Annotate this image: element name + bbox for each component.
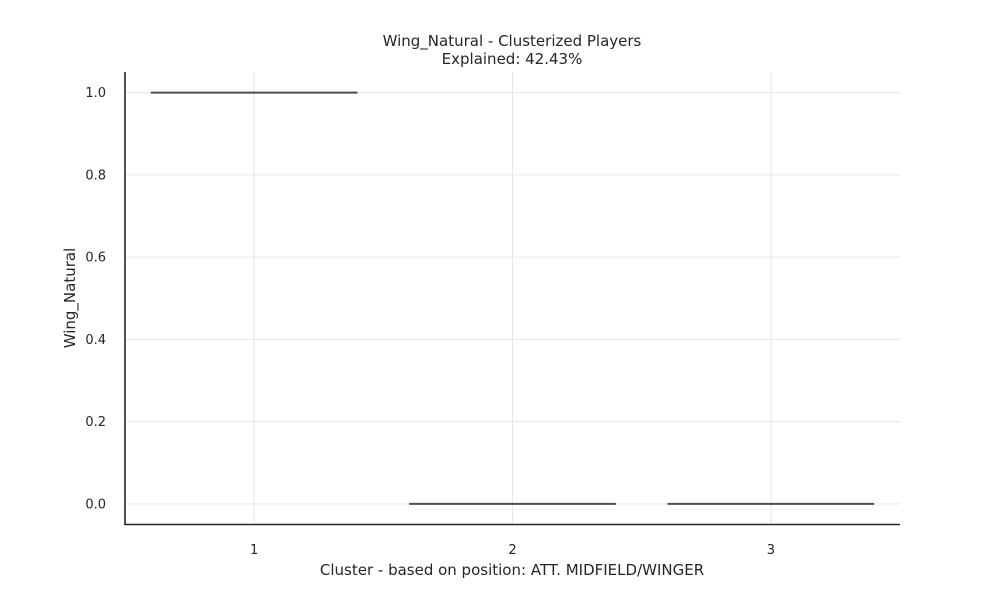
- box-marks: [150, 91, 875, 505]
- y-tick-label: 0.2: [85, 415, 106, 430]
- y-tick-label: 0.4: [85, 333, 106, 348]
- chart-title: Wing_Natural - Clusterized Players: [383, 32, 642, 51]
- x-tick-label: 2: [508, 543, 516, 558]
- y-tick-label: 0.0: [85, 497, 106, 512]
- y-tick-label: 0.8: [85, 168, 106, 183]
- x-tick-label: 1: [250, 543, 258, 558]
- y-axis-label: Wing_Natural: [61, 248, 80, 349]
- grid: [125, 72, 900, 525]
- chart-subtitle: Explained: 42.43%: [442, 50, 583, 68]
- x-axis-label: Cluster - based on position: ATT. MIDFIE…: [320, 561, 704, 579]
- y-tick-label: 0.6: [85, 251, 106, 266]
- x-tick-label: 3: [767, 543, 775, 558]
- tick-labels: 0.0 0.2 0.4 0.6 0.8 1.0 1 2 3: [85, 86, 775, 558]
- y-tick-label: 1.0: [85, 86, 106, 101]
